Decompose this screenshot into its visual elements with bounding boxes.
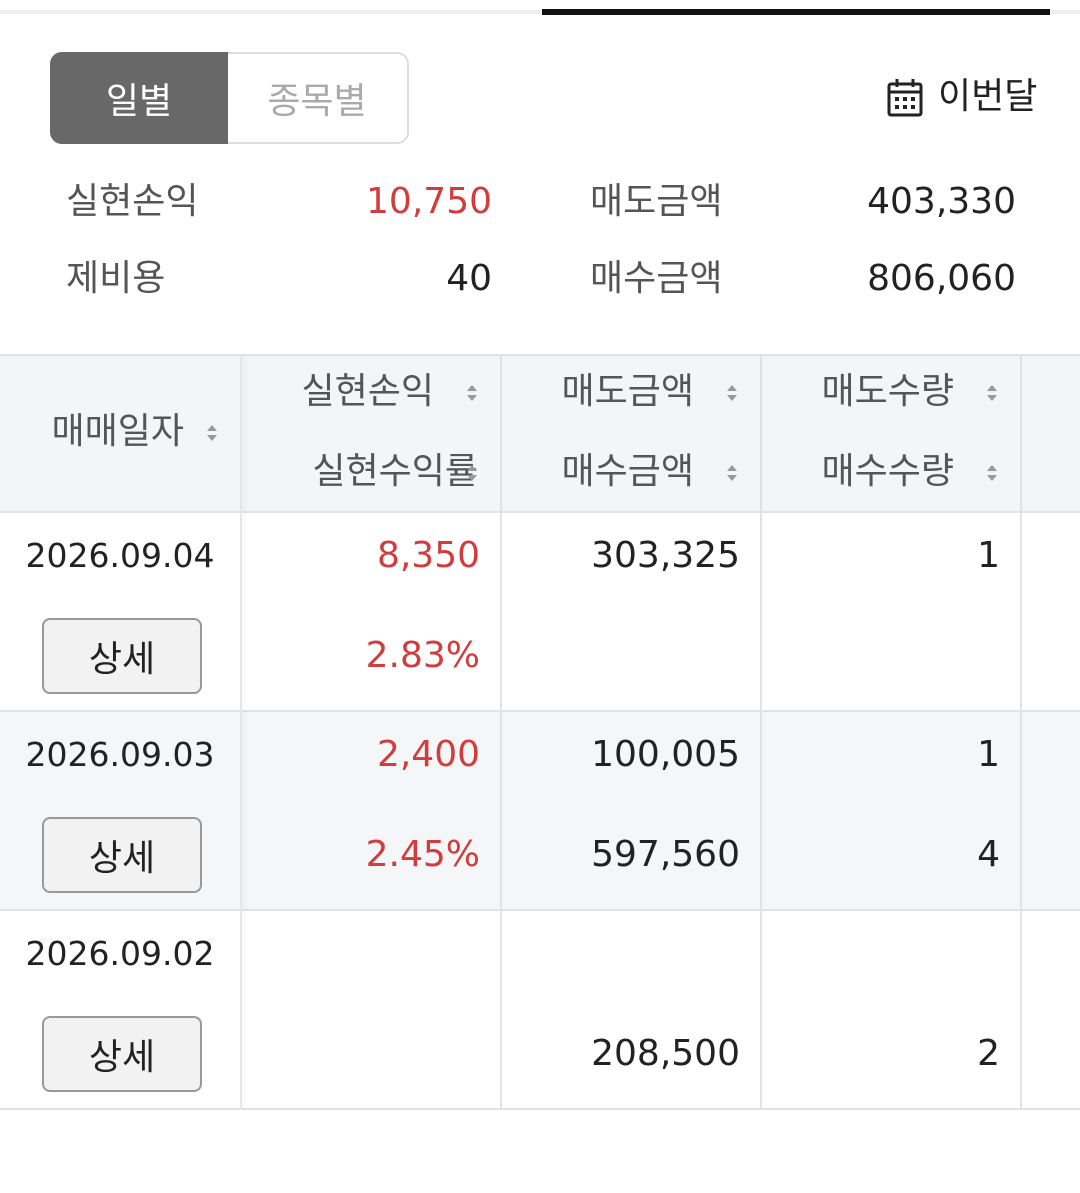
detail-button[interactable]: 상세	[42, 1016, 202, 1092]
summary-value: 10,750	[366, 181, 492, 222]
summary-label: 실현손익	[66, 181, 199, 222]
cell-value: 100,005	[591, 734, 740, 775]
sort-icon[interactable]	[726, 383, 738, 403]
column-header[interactable]: 실현손익	[301, 371, 434, 412]
column-header[interactable]: 실현수익률	[312, 451, 478, 492]
tab-track	[0, 10, 1080, 14]
table-row	[0, 513, 1080, 712]
segment-tab[interactable]: 종목별	[267, 81, 367, 122]
sort-icon[interactable]	[466, 463, 478, 483]
cell-value: 597,560	[591, 834, 740, 875]
cell-value: 2.83%	[365, 635, 480, 676]
column-divider	[1020, 354, 1022, 1110]
cell-value: 1	[977, 734, 1000, 775]
cell-value: 2.45%	[365, 834, 480, 875]
segment-tab[interactable]: 일별	[50, 52, 228, 144]
summary-value: 403,330	[867, 181, 1016, 222]
column-divider	[760, 354, 762, 1110]
sort-icon[interactable]	[986, 463, 998, 483]
sort-icon[interactable]	[986, 383, 998, 403]
row-date: 2026.09.02	[25, 934, 215, 973]
column-divider	[240, 354, 242, 1110]
table-header	[0, 354, 1080, 513]
summary-value: 806,060	[867, 258, 1016, 299]
column-header[interactable]: 매매일자	[51, 411, 184, 452]
cell-value: 303,325	[591, 535, 740, 576]
cell-value: 208,500	[591, 1033, 740, 1074]
sort-icon[interactable]	[466, 383, 478, 403]
column-header[interactable]: 매도금액	[561, 371, 694, 412]
column-header[interactable]: 매수수량	[821, 451, 954, 492]
detail-button[interactable]: 상세	[42, 817, 202, 893]
cell-value: 1	[977, 535, 1000, 576]
cell-value: 4	[977, 834, 1000, 875]
calendar-icon[interactable]	[886, 78, 924, 118]
sort-icon[interactable]	[206, 423, 218, 443]
detail-button[interactable]: 상세	[42, 618, 202, 694]
column-header[interactable]: 매수금액	[561, 451, 694, 492]
cell-value: 8,350	[376, 535, 480, 576]
row-date: 2026.09.03	[25, 735, 215, 774]
summary-value: 40	[446, 258, 492, 299]
summary-label: 제비용	[66, 258, 166, 299]
period-label[interactable]: 이번달	[938, 76, 1038, 117]
column-divider	[500, 354, 502, 1110]
summary-label: 매수금액	[590, 258, 723, 299]
row-date: 2026.09.04	[25, 536, 215, 575]
sort-icon[interactable]	[726, 463, 738, 483]
summary-label: 매도금액	[590, 181, 723, 222]
cell-value: 2	[977, 1033, 1000, 1074]
tab-indicator	[542, 9, 1050, 15]
column-header[interactable]: 매도수량	[821, 371, 954, 412]
cell-value: 2,400	[376, 734, 480, 775]
